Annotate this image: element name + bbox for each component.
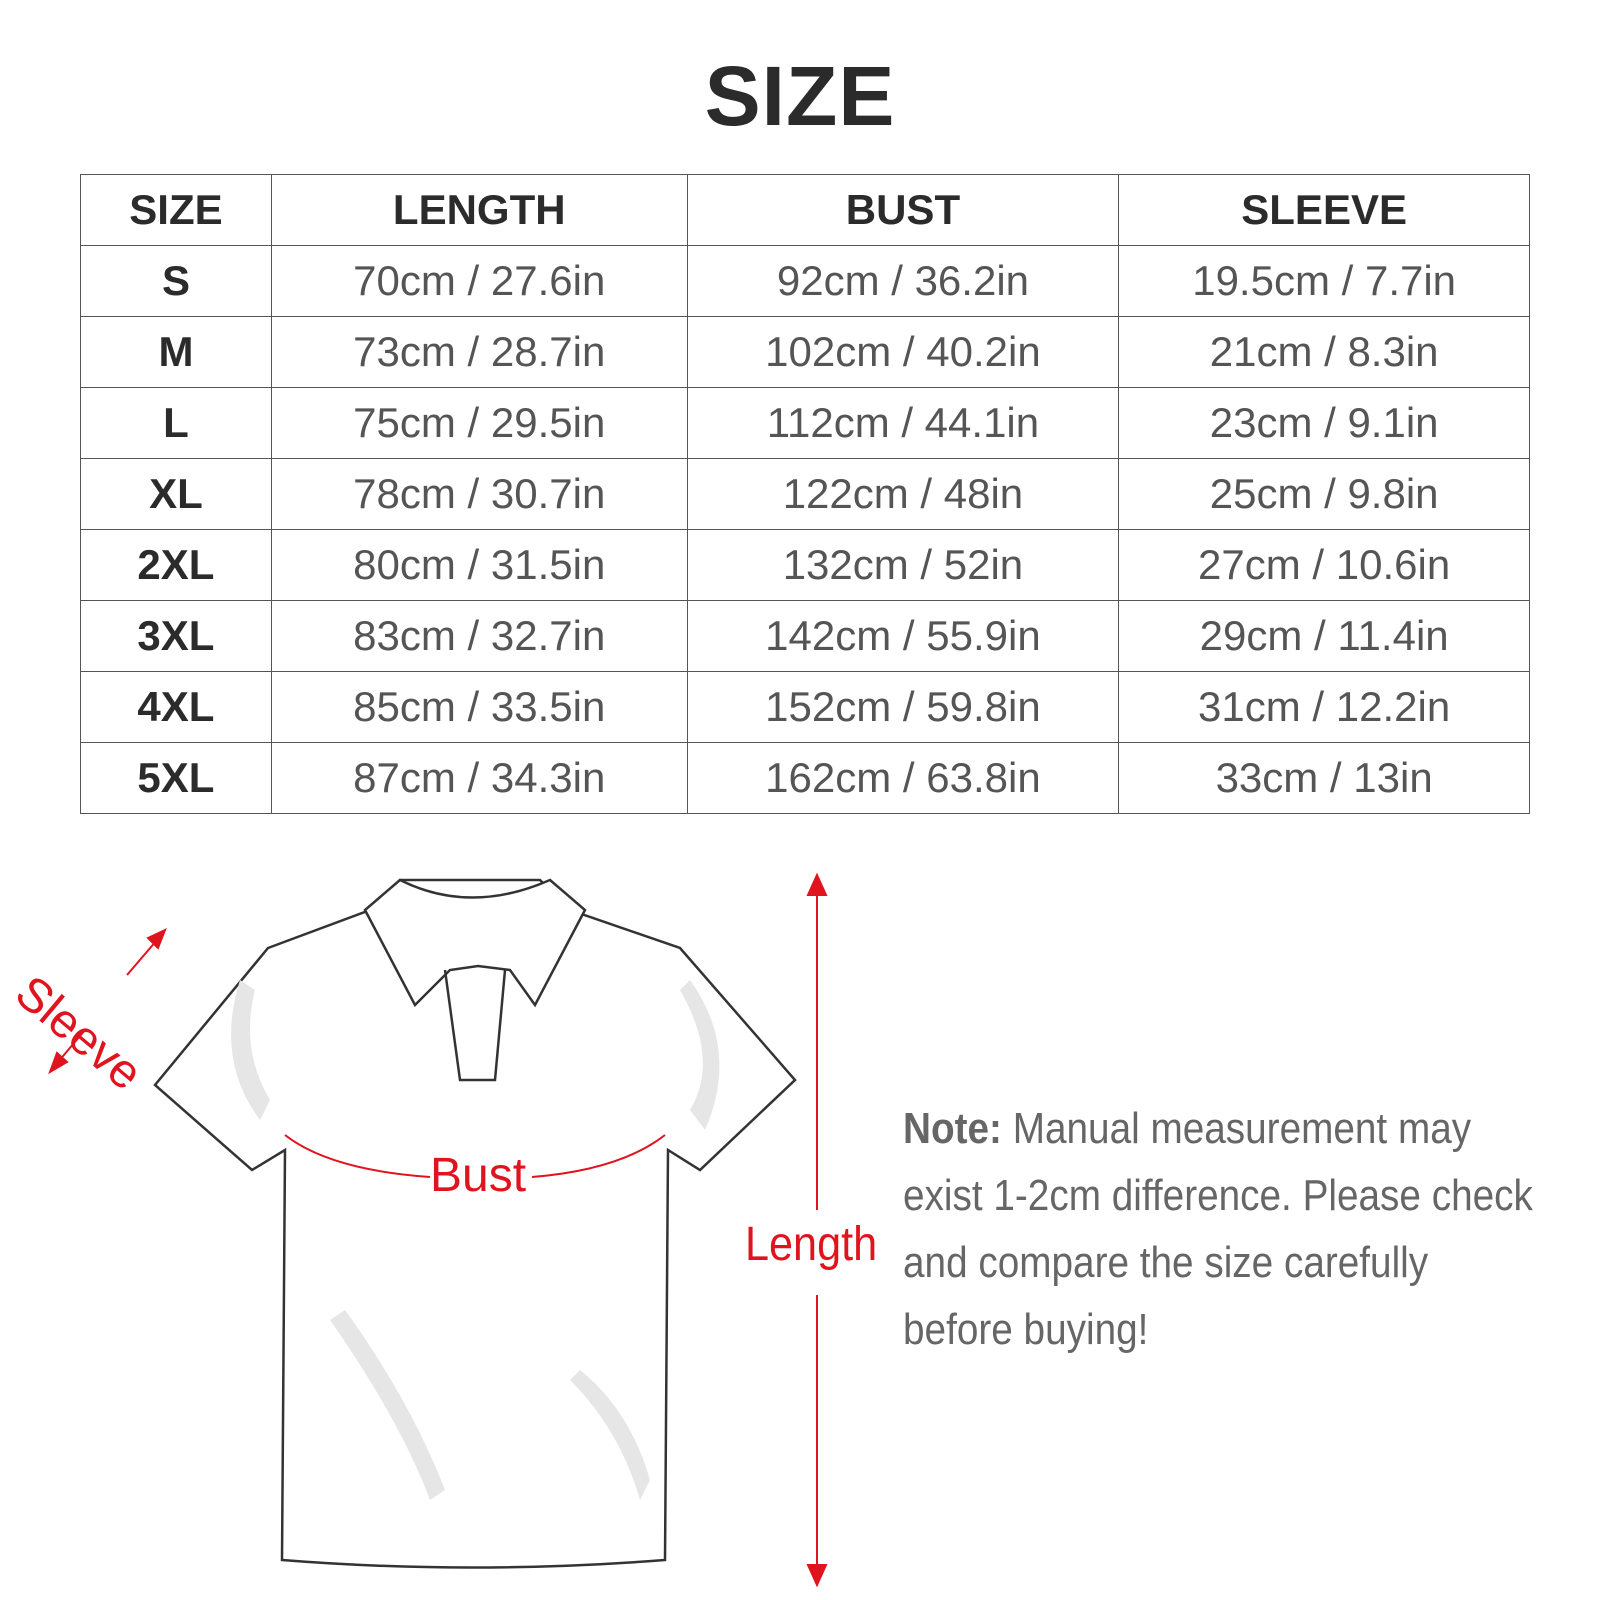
page-title: SIZE xyxy=(704,49,896,143)
placket xyxy=(443,969,507,1082)
note: Note: Manual measurement may exist 1-2cm… xyxy=(903,1095,1545,1363)
size-cell: 4XL xyxy=(80,671,272,743)
measurement-cell: 78cm / 30.7in xyxy=(270,458,688,530)
measurement-cell: 132cm / 52in xyxy=(686,529,1120,601)
size-cell: S xyxy=(80,245,272,317)
measurement-cell: 73cm / 28.7in xyxy=(270,316,688,388)
measurement-cell: 142cm / 55.9in xyxy=(686,600,1120,672)
measurement-cell: 122cm / 48in xyxy=(686,458,1120,530)
column-header: BUST xyxy=(686,174,1120,246)
measurement-cell: 112cm / 44.1in xyxy=(686,387,1120,459)
table-row: 4XL 85cm / 33.5in 152cm / 59.8in 31cm / 12.… xyxy=(80,671,1530,743)
table-row: L 75cm / 29.5in 112cm / 44.1in 23cm / 9.1in xyxy=(80,387,1530,459)
column-header: SIZE xyxy=(80,174,272,246)
measurement-cell: 92cm / 36.2in xyxy=(686,245,1120,317)
measurement-cell: 80cm / 31.5in xyxy=(270,529,688,601)
measurement-cell: 102cm / 40.2in xyxy=(686,316,1120,388)
measurement-cell: 70cm / 27.6in xyxy=(270,245,688,317)
size-cell: XL xyxy=(80,458,272,530)
collar xyxy=(363,878,587,1008)
polo-shirt-diagram xyxy=(48,872,828,1588)
measurement-cell: 83cm / 32.7in xyxy=(270,600,688,672)
table-header: SIZE LENGTH BUST SLEEVE xyxy=(80,174,1530,246)
measurement-cell: 87cm / 34.3in xyxy=(270,742,688,814)
measurement-cell: 25cm / 9.8in xyxy=(1118,458,1530,530)
size-cell: 2XL xyxy=(80,529,272,601)
measurement-cell: 33cm / 13in xyxy=(1118,742,1530,814)
table-row: S 70cm / 27.6in 92cm / 36.2in 19.5cm / 7.7i… xyxy=(80,245,1530,317)
measurement-cell: 27cm / 10.6in xyxy=(1118,529,1530,601)
note-label: Note: xyxy=(903,1104,1002,1153)
table-row: 3XL 83cm / 32.7in 142cm / 55.9in 29cm / 11.… xyxy=(80,600,1530,672)
measurement-cell: 19.5cm / 7.7in xyxy=(1118,245,1530,317)
size-table: SIZE LENGTH BUST SLEEVE S 70cm / 27.6in 92cm … xyxy=(80,174,1530,814)
size-cell: 5XL xyxy=(80,742,272,814)
size-cell: 3XL xyxy=(80,600,272,672)
measurement-cell: 29cm / 11.4in xyxy=(1118,600,1530,672)
measurement-cell: 75cm / 29.5in xyxy=(270,387,688,459)
size-cell: L xyxy=(80,387,272,459)
note-text: Manual measurement may exist 1-2cm diffe… xyxy=(903,1104,1533,1354)
length-label: Length xyxy=(745,1218,878,1271)
measurement-cell: 162cm / 63.8in xyxy=(686,742,1120,814)
measurement-cell: 152cm / 59.8in xyxy=(686,671,1120,743)
table-row: M 73cm / 28.7in 102cm / 40.2in 21cm / 8.3in xyxy=(80,316,1530,388)
measurement-cell: 31cm / 12.2in xyxy=(1118,671,1530,743)
measurement-cell: 23cm / 9.1in xyxy=(1118,387,1530,459)
bust-label: Bust xyxy=(430,1149,527,1202)
column-header: SLEEVE xyxy=(1118,174,1530,246)
measurement-cell: 85cm / 33.5in xyxy=(270,671,688,743)
measurement-cell: 21cm / 8.3in xyxy=(1118,316,1530,388)
column-header: LENGTH xyxy=(270,174,688,246)
table-row: XL 78cm / 30.7in 122cm / 48in 25cm / 9.8in xyxy=(80,458,1530,530)
shirt-body xyxy=(153,878,797,1569)
size-cell: M xyxy=(80,316,272,388)
table-row: 5XL 87cm / 34.3in 162cm / 63.8in 33cm / 13i… xyxy=(80,742,1530,814)
table-row: 2XL 80cm / 31.5in 132cm / 52in 27cm / 10.6i… xyxy=(80,529,1530,601)
